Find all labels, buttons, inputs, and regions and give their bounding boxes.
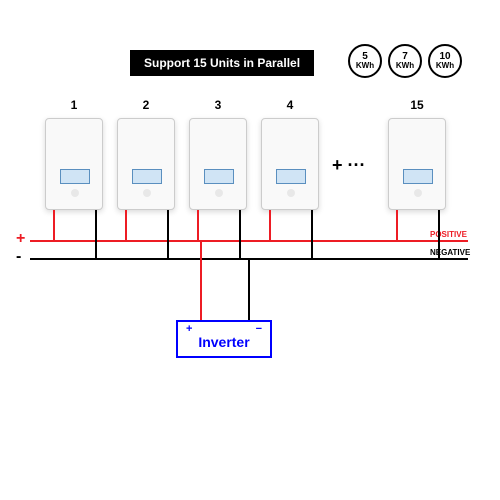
parallel-wiring-diagram: Support 15 Units in Parallel 5 KWh 7 KWh…	[0, 0, 500, 500]
unit-screen	[204, 169, 234, 184]
kwh-badge-5: 5 KWh	[348, 44, 382, 78]
inverter-label: Inverter	[178, 335, 270, 349]
inverter-plus: +	[186, 324, 192, 335]
unit-neg-drop	[167, 210, 169, 258]
kwh-unit: KWh	[390, 62, 420, 71]
unit-screen	[60, 169, 90, 184]
unit-pos-drop	[197, 210, 199, 240]
ellipsis: + ···	[332, 155, 366, 176]
unit-screen	[276, 169, 306, 184]
unit-neg-drop	[438, 210, 440, 258]
battery-unit	[45, 118, 103, 210]
inverter-box: + − Inverter	[176, 320, 272, 358]
kwh-unit: KWh	[430, 62, 460, 71]
positive-sign: +	[16, 230, 25, 248]
inverter-neg-drop	[248, 258, 250, 320]
unit-indicator	[414, 189, 422, 197]
unit-pos-drop	[125, 210, 127, 240]
positive-label: POSITIVE	[430, 230, 467, 239]
unit-label: 3	[189, 98, 247, 112]
unit-indicator	[143, 189, 151, 197]
inverter-pos-drop	[200, 240, 202, 320]
unit-indicator	[71, 189, 79, 197]
title-banner: Support 15 Units in Parallel	[130, 50, 314, 76]
battery-unit	[388, 118, 446, 210]
kwh-badge-10: 10 KWh	[428, 44, 462, 78]
unit-indicator	[215, 189, 223, 197]
unit-screen	[132, 169, 162, 184]
unit-neg-drop	[311, 210, 313, 258]
unit-pos-drop	[53, 210, 55, 240]
unit-indicator	[287, 189, 295, 197]
negative-sign: -	[16, 248, 21, 266]
unit-label: 15	[388, 98, 446, 112]
kwh-badge-7: 7 KWh	[388, 44, 422, 78]
inverter-minus: −	[256, 324, 262, 335]
unit-label: 4	[261, 98, 319, 112]
unit-label: 1	[45, 98, 103, 112]
unit-screen	[403, 169, 433, 184]
unit-label: 2	[117, 98, 175, 112]
unit-neg-drop	[95, 210, 97, 258]
negative-label: NEGATIVE	[430, 248, 470, 257]
battery-unit	[261, 118, 319, 210]
unit-neg-drop	[239, 210, 241, 258]
kwh-unit: KWh	[350, 62, 380, 71]
unit-pos-drop	[269, 210, 271, 240]
unit-pos-drop	[396, 210, 398, 240]
battery-unit	[117, 118, 175, 210]
battery-unit	[189, 118, 247, 210]
